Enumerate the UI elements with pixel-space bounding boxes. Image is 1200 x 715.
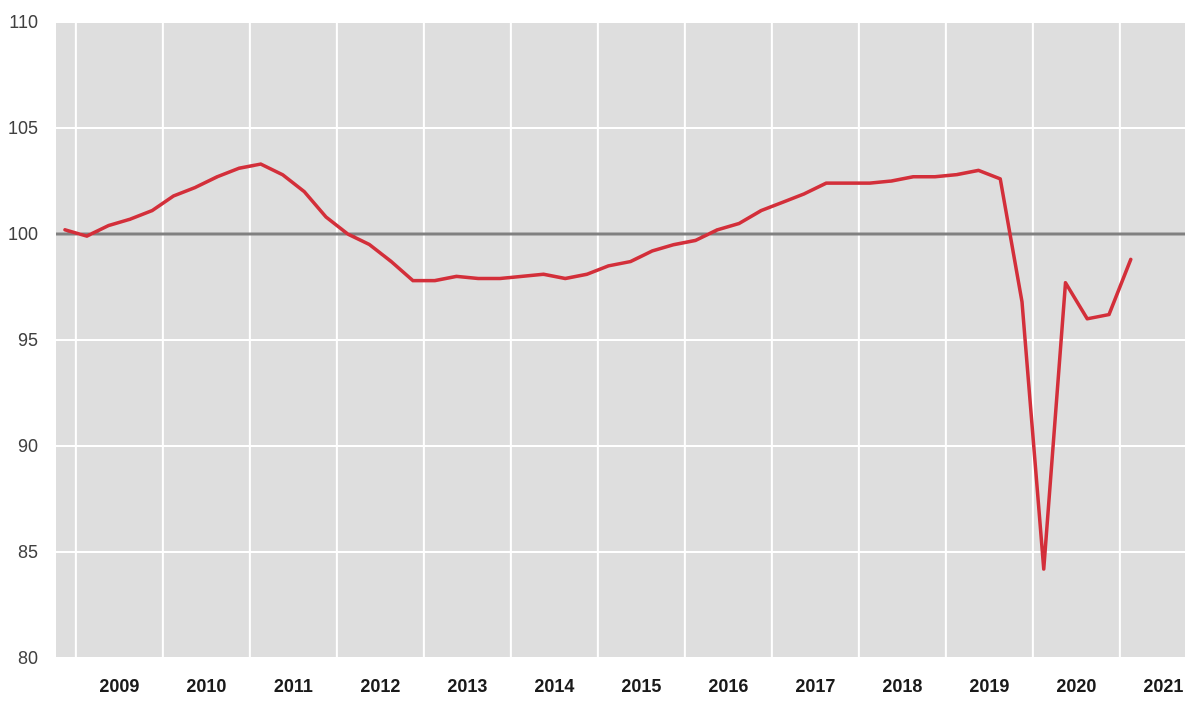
data-point [999, 177, 1002, 180]
y-axis: 110 105 100 95 90 85 80 [8, 12, 38, 668]
data-point [781, 201, 784, 204]
data-point [564, 277, 567, 280]
x-tick-label: 2013 [447, 676, 487, 696]
data-point [1086, 317, 1089, 320]
series-layer [63, 162, 1133, 571]
data-point [825, 182, 828, 185]
x-tick-label: 2018 [882, 676, 922, 696]
y-tick-label: 85 [18, 542, 38, 562]
data-point [629, 260, 632, 263]
data-point [738, 222, 741, 225]
data-point [1042, 567, 1045, 570]
data-point [716, 228, 719, 231]
x-tick-label: 2009 [99, 676, 139, 696]
data-point [1021, 300, 1024, 303]
data-point [194, 186, 197, 189]
y-tick-label: 90 [18, 436, 38, 456]
data-point [890, 180, 893, 183]
data-point [673, 243, 676, 246]
data-point [803, 192, 806, 195]
data-point [412, 279, 415, 282]
data-point [1108, 313, 1111, 316]
x-tick-label: 2017 [795, 676, 835, 696]
data-point [281, 173, 284, 176]
data-point [868, 182, 871, 185]
data-point [64, 228, 67, 231]
data-point [934, 175, 937, 178]
data-point [368, 243, 371, 246]
data-point [107, 224, 110, 227]
data-point [499, 277, 502, 280]
data-point [85, 235, 88, 238]
x-tick-label: 2020 [1056, 676, 1096, 696]
data-point [694, 239, 697, 242]
data-point [129, 218, 132, 221]
x-tick-label: 2014 [534, 676, 574, 696]
y-tick-label: 80 [18, 648, 38, 668]
x-tick-label: 2015 [621, 676, 661, 696]
data-point [477, 277, 480, 280]
data-point [259, 163, 262, 166]
data-point [760, 209, 763, 212]
data-point [912, 175, 915, 178]
x-tick-label: 2012 [360, 676, 400, 696]
data-point [1129, 258, 1132, 261]
data-point [433, 279, 436, 282]
data-point [325, 216, 328, 219]
data-point [151, 209, 154, 212]
y-tick-label: 100 [8, 224, 38, 244]
y-tick-label: 105 [8, 118, 38, 138]
data-point [847, 182, 850, 185]
data-point [955, 173, 958, 176]
x-tick-label: 2016 [708, 676, 748, 696]
data-point [542, 273, 545, 276]
x-tick-label: 2019 [969, 676, 1009, 696]
x-tick-label: 2011 [274, 676, 313, 696]
series-line [63, 162, 1133, 571]
data-point [238, 167, 241, 170]
grid-lines [56, 21, 1185, 659]
data-point [1064, 281, 1067, 284]
data-point [216, 175, 219, 178]
data-point [651, 249, 654, 252]
x-tick-label: 2010 [186, 676, 226, 696]
data-point [520, 275, 523, 278]
data-point [607, 264, 610, 267]
x-axis: 2009 2010 2011 2012 2013 2014 2015 2016 2017 2018… [99, 676, 1183, 696]
data-point [586, 273, 589, 276]
x-tick-label: 2021 [1143, 676, 1183, 696]
data-point [172, 194, 175, 197]
data-point [303, 190, 306, 193]
y-tick-label: 110 [9, 12, 38, 32]
data-point [390, 260, 393, 263]
data-point [977, 169, 980, 172]
y-tick-label: 95 [18, 330, 38, 350]
data-point [346, 233, 349, 236]
data-point [455, 275, 458, 278]
